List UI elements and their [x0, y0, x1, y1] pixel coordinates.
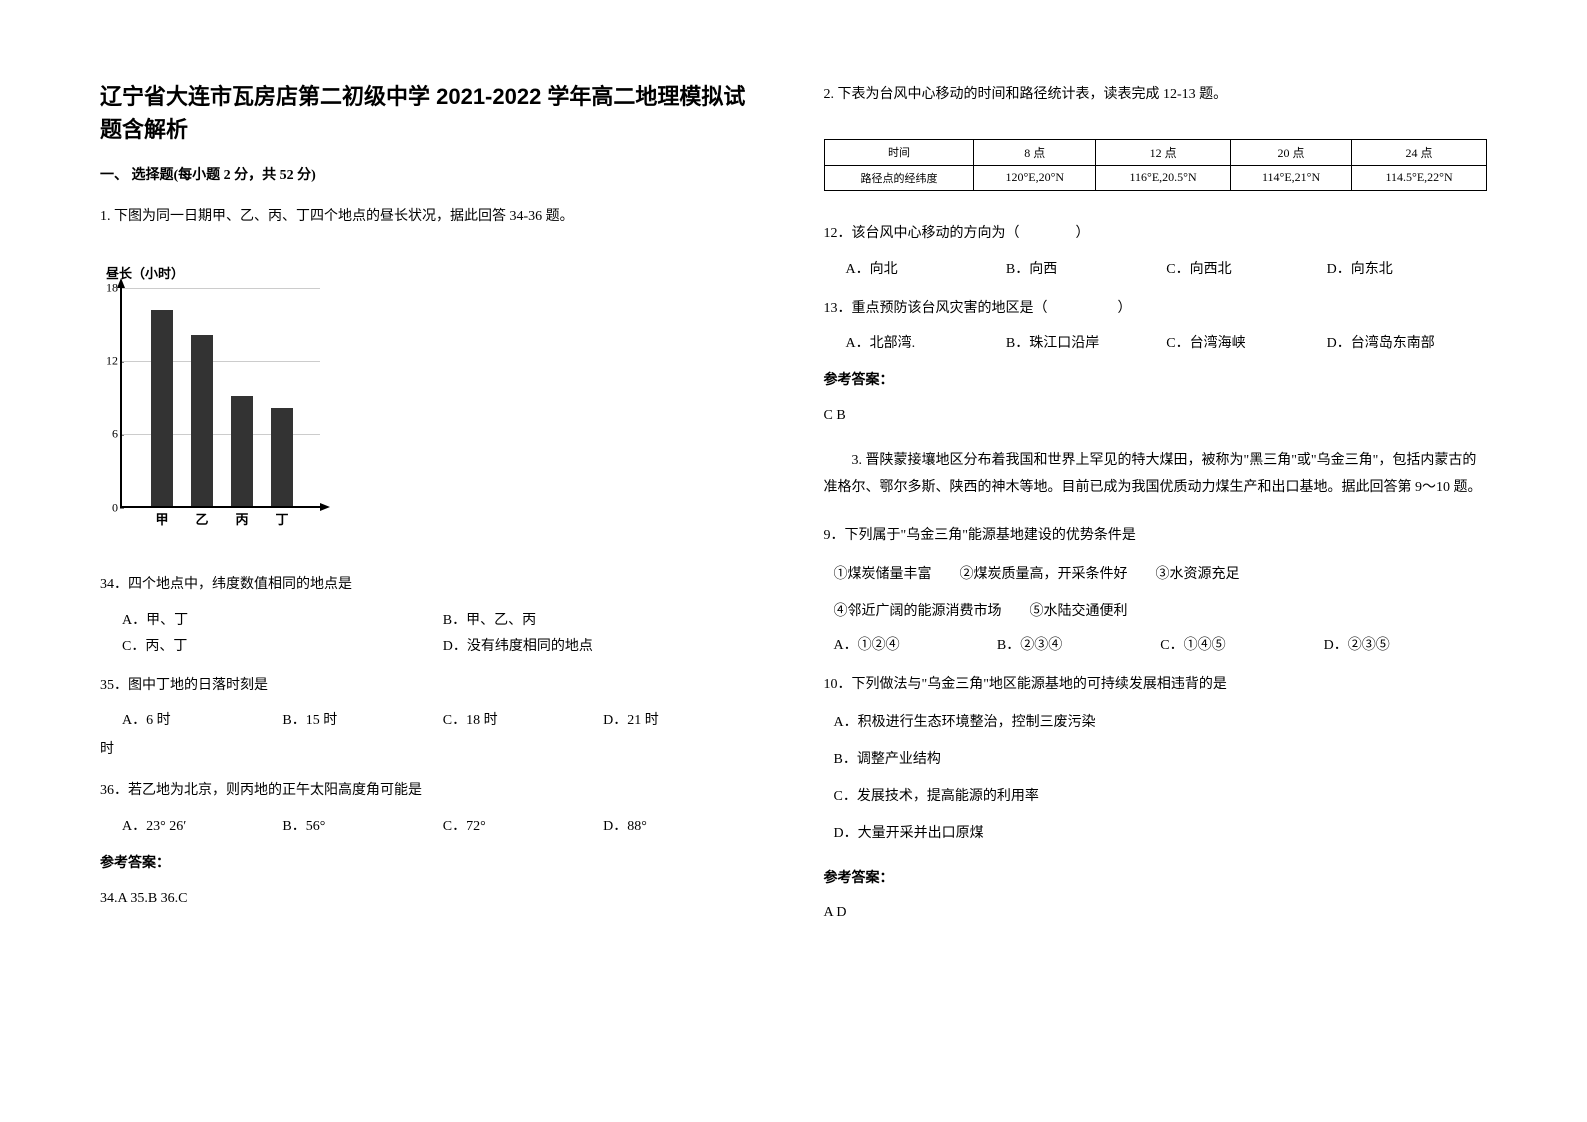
q3-sub9: 9．下列属于"乌金三角"能源基地建设的优势条件是: [824, 521, 1488, 552]
opt: B．②③④: [997, 634, 1160, 654]
bar: [231, 396, 253, 506]
th: 时间: [824, 139, 974, 165]
answer-label: 参考答案：: [824, 366, 1488, 397]
td: 路径点的经纬度: [824, 165, 974, 190]
opt: A．向北: [846, 258, 1006, 278]
opt: A．①②④: [834, 634, 997, 654]
bar-chart: 061218甲乙丙丁: [120, 288, 320, 508]
x-label: 丁: [270, 509, 294, 528]
q1-sub36: 36．若乙地为北京，则丙地的正午太阳高度角可能是: [100, 776, 764, 807]
opt: C．72°: [443, 815, 603, 835]
y-tick: 6: [96, 427, 118, 442]
q1-chart: 昼长（小时） 061218甲乙丙丁: [100, 263, 764, 538]
opt: D．21 时: [603, 709, 763, 729]
opt: D．台湾岛东南部: [1327, 332, 1487, 352]
opt: A．23° 26′: [122, 815, 282, 835]
opt: C．18 时: [443, 709, 603, 729]
x-label: 甲: [150, 509, 174, 528]
q1-sub34: 34．四个地点中，纬度数值相同的地点是: [100, 570, 764, 601]
q1-opts36: A．23° 26′ B．56° C．72° D．88°: [100, 815, 764, 835]
opt: C．丙、丁: [122, 635, 443, 655]
opt: D．②③⑤: [1324, 634, 1487, 654]
q1-opts34-row2: C．丙、丁 D．没有纬度相同的地点: [100, 635, 764, 655]
bar: [271, 408, 293, 506]
opt: A．积极进行生态环境整治，控制三废污染: [824, 708, 1488, 739]
opt: B．甲、乙、丙: [443, 609, 764, 629]
right-column: 2. 下表为台风中心移动的时间和路径统计表，读表完成 12-13 题。 时间 8…: [824, 80, 1488, 1042]
y-tick: 18: [96, 280, 118, 295]
q1-sub35: 35．图中丁地的日落时刻是: [100, 671, 764, 702]
q1-opts34-row1: A．甲、丁 B．甲、乙、丙: [100, 609, 764, 629]
opt: C．发展技术，提高能源的利用率: [824, 782, 1488, 813]
td: 114°E,21°N: [1231, 165, 1352, 190]
th: 12 点: [1096, 139, 1231, 165]
y-axis-arrow-icon: [117, 278, 125, 288]
x-label: 乙: [190, 509, 214, 528]
answer-label: 参考答案：: [100, 849, 764, 880]
opt: D．88°: [603, 815, 763, 835]
opt: D．大量开采并出口原煤: [824, 819, 1488, 850]
q1-opt35-d-tail: 时: [100, 735, 764, 766]
td: 114.5°E,22°N: [1352, 165, 1487, 190]
chart-y-title: 昼长（小时）: [100, 263, 764, 282]
x-axis-arrow-icon: [320, 503, 330, 511]
x-label: 丙: [230, 509, 254, 528]
q3-sub9-line-b: ④邻近广阔的能源消费市场 ⑤水陆交通便利: [824, 597, 1488, 628]
opt: B．15 时: [282, 709, 442, 729]
answer-label: 参考答案：: [824, 864, 1488, 895]
typhoon-table: 时间 8 点 12 点 20 点 24 点 路径点的经纬度 120°E,20°N…: [824, 139, 1488, 191]
q1-opts35: A．6 时 B．15 时 C．18 时 D．21 时: [100, 709, 764, 729]
answer-text: C B: [824, 401, 1488, 432]
q3-sub9-line-a: ①煤炭储量丰富 ②煤炭质量高，开采条件好 ③水资源充足: [824, 560, 1488, 591]
gridline: [122, 288, 320, 289]
opt: C．①④⑤: [1160, 634, 1323, 654]
td: 116°E,20.5°N: [1096, 165, 1231, 190]
opt: B．56°: [282, 815, 442, 835]
answer-text: A D: [824, 898, 1488, 929]
q3-opts9: A．①②④ B．②③④ C．①④⑤ D．②③⑤: [824, 634, 1488, 654]
opt: A．6 时: [122, 709, 282, 729]
q2-sub12: 12．该台风中心移动的方向为（ ）: [824, 219, 1488, 250]
bar: [151, 310, 173, 506]
opt: B．调整产业结构: [824, 745, 1488, 776]
th: 24 点: [1352, 139, 1487, 165]
opt: B．向西: [1006, 258, 1166, 278]
q2-sub13: 13．重点预防该台风灾害的地区是（ ）: [824, 294, 1488, 325]
q2-opts13: A．北部湾. B．珠江口沿岸 C．台湾海峡 D．台湾岛东南部: [824, 332, 1488, 352]
section-header: 一、 选择题(每小题 2 分，共 52 分): [100, 164, 764, 184]
opt: D．向东北: [1327, 258, 1487, 278]
q3-paragraph: 3. 晋陕蒙接壤地区分布着我国和世界上罕见的特大煤田，被称为"黑三角"或"乌金三…: [824, 448, 1488, 501]
q2-opts12: A．向北 B．向西 C．向西北 D．向东北: [824, 258, 1488, 278]
opt: B．珠江口沿岸: [1006, 332, 1166, 352]
y-tick: 12: [96, 354, 118, 369]
document-title: 辽宁省大连市瓦房店第二初级中学 2021-2022 学年高二地理模拟试题含解析: [100, 80, 764, 146]
th: 20 点: [1231, 139, 1352, 165]
opt: C．台湾海峡: [1166, 332, 1326, 352]
y-tick: 0: [96, 500, 118, 515]
opt: A．北部湾.: [846, 332, 1006, 352]
table-row: 路径点的经纬度 120°E,20°N 116°E,20.5°N 114°E,21…: [824, 165, 1487, 190]
q3-sub10: 10．下列做法与"乌金三角"地区能源基地的可持续发展相违背的是: [824, 670, 1488, 701]
opt: D．没有纬度相同的地点: [443, 635, 764, 655]
q2-stem: 2. 下表为台风中心移动的时间和路径统计表，读表完成 12-13 题。: [824, 80, 1488, 111]
td: 120°E,20°N: [974, 165, 1096, 190]
q1-stem: 1. 下图为同一日期甲、乙、丙、丁四个地点的昼长状况，据此回答 34-36 题。: [100, 202, 764, 233]
bar: [191, 335, 213, 506]
table-row: 时间 8 点 12 点 20 点 24 点: [824, 139, 1487, 165]
opt: A．甲、丁: [122, 609, 443, 629]
opt: C．向西北: [1166, 258, 1326, 278]
answer-text: 34.A 35.B 36.C: [100, 884, 764, 915]
th: 8 点: [974, 139, 1096, 165]
left-column: 辽宁省大连市瓦房店第二初级中学 2021-2022 学年高二地理模拟试题含解析 …: [100, 80, 764, 1042]
